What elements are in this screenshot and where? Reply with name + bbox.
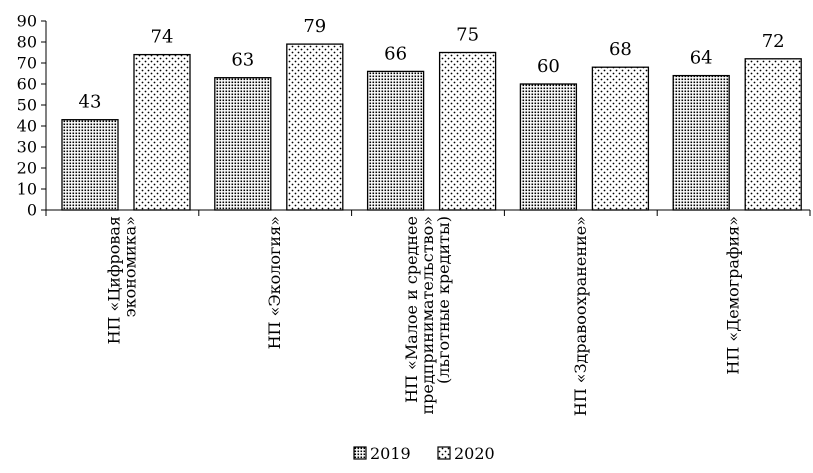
category-label: НП «Экология» bbox=[265, 216, 284, 349]
y-tick-label: 0 bbox=[27, 201, 37, 220]
y-tick-label: 50 bbox=[17, 96, 37, 115]
y-tick-label: 20 bbox=[17, 159, 37, 178]
data-label: 75 bbox=[456, 25, 479, 46]
legend-swatch-2019 bbox=[353, 446, 367, 460]
data-label: 68 bbox=[609, 39, 632, 60]
y-tick-label: 30 bbox=[17, 138, 37, 157]
data-label: 66 bbox=[384, 43, 407, 64]
legend-label: 2020 bbox=[454, 444, 495, 463]
category-label: (льготные кредиты) bbox=[434, 216, 453, 384]
y-tick-label: 90 bbox=[17, 12, 37, 31]
y-tick-label: 60 bbox=[17, 75, 37, 94]
bar-2019-3 bbox=[519, 83, 578, 211]
bar-2019-2 bbox=[366, 70, 425, 211]
category-label: предпринимательство» bbox=[418, 216, 437, 415]
data-label: 79 bbox=[303, 16, 326, 37]
bar-2019-0 bbox=[61, 119, 119, 211]
category-label: НП «Малое и среднее bbox=[402, 216, 421, 403]
bar-2020-1 bbox=[286, 43, 344, 211]
category-label: экономика» bbox=[120, 216, 139, 317]
bar-2020-0 bbox=[133, 53, 191, 211]
legend-swatch-2020 bbox=[437, 446, 451, 460]
y-tick-label: 40 bbox=[17, 117, 37, 136]
y-tick-label: 10 bbox=[17, 180, 37, 199]
data-label: 60 bbox=[537, 56, 560, 77]
y-tick-label: 80 bbox=[17, 33, 37, 52]
y-tick-label: 70 bbox=[17, 54, 37, 73]
data-label: 72 bbox=[762, 31, 785, 52]
bar-2020-2 bbox=[438, 51, 497, 211]
category-label: НП «Цифровая bbox=[104, 216, 123, 344]
data-label: 64 bbox=[690, 48, 713, 69]
data-label: 63 bbox=[231, 50, 254, 71]
data-label: 74 bbox=[151, 27, 174, 48]
legend-label: 2019 bbox=[370, 444, 411, 463]
bar-2019-1 bbox=[214, 77, 272, 211]
bar-2019-4 bbox=[672, 74, 730, 211]
bar-2020-4 bbox=[744, 58, 802, 211]
category-label: НП «Здравоохранение» bbox=[571, 216, 590, 416]
category-label: НП «Демография» bbox=[724, 216, 743, 375]
data-label: 43 bbox=[79, 92, 102, 113]
bar-2020-3 bbox=[591, 66, 650, 211]
